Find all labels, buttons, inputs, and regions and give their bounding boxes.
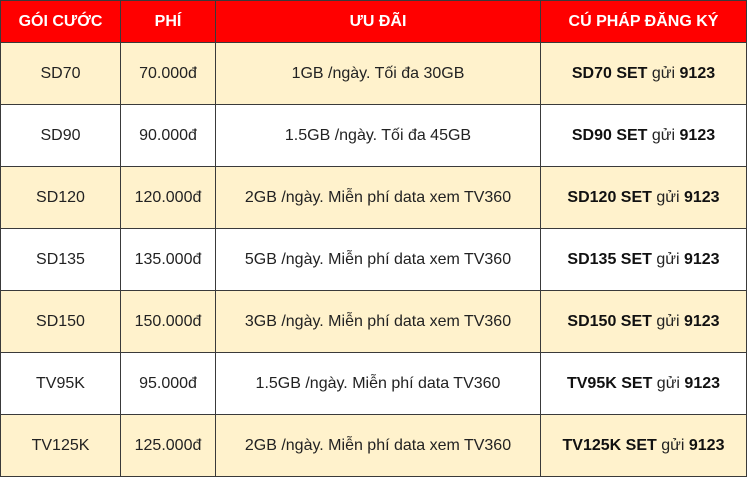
table-row: SD70 70.000đ 1GB /ngày. Tối đa 30GB SD70 SE…	[0, 42, 747, 105]
fee-cell: 90.000đ	[120, 104, 216, 167]
table-row: SD120 120.000đ 2GB /ngày. Miễn phí data xe…	[0, 166, 747, 229]
syntax-cell: SD135 SET gửi 9123	[540, 228, 747, 291]
header-syntax: CÚ PHÁP ĐĂNG KÝ	[540, 0, 747, 43]
sms-code: SD150 SET	[567, 312, 652, 330]
header-package: GÓI CƯỚC	[0, 0, 121, 43]
fee-cell: 120.000đ	[120, 166, 216, 229]
benefit-cell: 1.5GB /ngày. Miễn phí data TV360	[215, 352, 541, 415]
syntax-cell: SD90 SET gửi 9123	[540, 104, 747, 167]
syntax-cell: SD70 SET gửi 9123	[540, 42, 747, 105]
table-row: TV125K 125.000đ 2GB /ngày. Miễn phí data x…	[0, 414, 747, 477]
send-label: gửi	[651, 64, 676, 82]
sms-number: 9123	[684, 374, 721, 392]
send-label: gửi	[656, 188, 680, 206]
sms-number: 9123	[683, 312, 720, 330]
table-row: TV95K 95.000đ 1.5GB /ngày. Miễn phí data T…	[0, 352, 747, 415]
package-cell: SD120	[0, 166, 121, 229]
syntax-cell: SD150 SET gửi 9123	[540, 290, 747, 353]
package-cell: SD90	[0, 104, 121, 167]
benefit-cell: 1GB /ngày. Tối đa 30GB	[215, 42, 541, 105]
sms-code: SD135 SET	[567, 250, 652, 268]
fee-cell: 125.000đ	[120, 414, 216, 477]
sms-code: TV95K SET	[566, 374, 653, 392]
fee-cell: 135.000đ	[120, 228, 216, 291]
table-row: SD150 150.000đ 3GB /ngày. Miễn phí data xe…	[0, 290, 747, 353]
table-row: SD135 135.000đ 5GB /ngày. Miễn phí data xe…	[0, 228, 747, 291]
benefit-cell: 1.5GB /ngày. Tối đa 45GB	[215, 104, 541, 167]
send-label: gửi	[656, 374, 680, 392]
package-cell: TV125K	[0, 414, 121, 477]
benefit-cell: 2GB /ngày. Miễn phí data xem TV360	[215, 166, 541, 229]
sms-code: TV125K SET	[562, 436, 657, 454]
benefit-cell: 2GB /ngày. Miễn phí data xem TV360	[215, 414, 541, 477]
sms-number: 9123	[683, 250, 720, 268]
sms-code: SD120 SET	[567, 188, 652, 206]
package-cell: TV95K	[0, 352, 121, 415]
send-label: gửi	[656, 312, 680, 330]
sms-code: SD90 SET	[571, 126, 648, 144]
header-fee: PHÍ	[120, 0, 216, 43]
benefit-cell: 3GB /ngày. Miễn phí data xem TV360	[215, 290, 541, 353]
sms-number: 9123	[679, 64, 716, 82]
syntax-cell: SD120 SET gửi 9123	[540, 166, 747, 229]
benefit-cell: 5GB /ngày. Miễn phí data xem TV360	[215, 228, 541, 291]
send-label: gửi	[651, 126, 676, 144]
package-cell: SD135	[0, 228, 121, 291]
syntax-cell: TV95K SET gửi 9123	[540, 352, 747, 415]
table-row: SD90 90.000đ 1.5GB /ngày. Tối đa 45GB SD90 …	[0, 104, 747, 167]
fee-cell: 150.000đ	[120, 290, 216, 353]
package-cell: SD70	[0, 42, 121, 105]
sms-number: 9123	[679, 126, 716, 144]
sms-number: 9123	[688, 436, 725, 454]
header-row: GÓI CƯỚC PHÍ ƯU ĐÃI CÚ PHÁP ĐĂNG KÝ	[0, 0, 747, 43]
fee-cell: 95.000đ	[120, 352, 216, 415]
send-label: gửi	[656, 250, 680, 268]
header-benefit: ƯU ĐÃI	[215, 0, 541, 43]
package-cell: SD150	[0, 290, 121, 353]
send-label: gửi	[661, 436, 685, 454]
fee-cell: 70.000đ	[120, 42, 216, 105]
sms-code: SD70 SET	[571, 64, 648, 82]
sms-number: 9123	[683, 188, 720, 206]
syntax-cell: TV125K SET gửi 9123	[540, 414, 747, 477]
